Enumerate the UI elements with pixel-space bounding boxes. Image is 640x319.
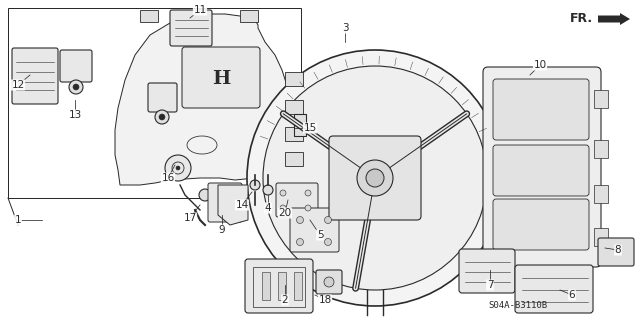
Circle shape (296, 239, 303, 246)
Circle shape (305, 190, 311, 196)
Text: S04A-B3110B: S04A-B3110B (488, 301, 547, 310)
Circle shape (250, 180, 260, 190)
Text: 18: 18 (318, 295, 332, 305)
FancyBboxPatch shape (493, 79, 589, 140)
Circle shape (324, 239, 332, 246)
FancyBboxPatch shape (483, 67, 601, 267)
Bar (8, 8, 301, 198)
FancyBboxPatch shape (60, 50, 92, 82)
Bar (594, 140, 608, 158)
Bar (262, 272, 270, 300)
Text: 17: 17 (184, 213, 196, 223)
FancyBboxPatch shape (170, 10, 212, 46)
Text: 6: 6 (569, 290, 575, 300)
Text: 2: 2 (282, 295, 288, 305)
Text: 11: 11 (193, 5, 207, 15)
Bar (285, 127, 303, 141)
FancyBboxPatch shape (329, 136, 421, 220)
Text: 14: 14 (236, 200, 248, 210)
Text: FR.: FR. (570, 11, 593, 25)
FancyBboxPatch shape (294, 114, 306, 136)
FancyBboxPatch shape (493, 199, 589, 250)
Text: 8: 8 (614, 245, 621, 255)
FancyBboxPatch shape (208, 183, 242, 222)
Polygon shape (218, 185, 248, 225)
Circle shape (324, 277, 334, 287)
Polygon shape (115, 14, 290, 185)
FancyBboxPatch shape (12, 48, 58, 104)
Bar (594, 228, 608, 246)
Text: 10: 10 (533, 60, 547, 70)
Circle shape (159, 114, 165, 120)
FancyBboxPatch shape (598, 238, 634, 266)
FancyBboxPatch shape (459, 249, 515, 293)
Circle shape (199, 189, 211, 201)
Circle shape (247, 50, 503, 306)
Circle shape (69, 80, 83, 94)
FancyArrow shape (598, 13, 630, 25)
FancyBboxPatch shape (148, 83, 177, 112)
Text: 15: 15 (303, 123, 317, 133)
Text: 7: 7 (486, 280, 493, 290)
FancyBboxPatch shape (182, 47, 260, 108)
Bar (285, 72, 303, 86)
Text: 13: 13 (68, 110, 82, 120)
Text: H: H (212, 70, 230, 88)
Circle shape (305, 205, 311, 211)
Bar (285, 100, 303, 114)
FancyBboxPatch shape (515, 265, 593, 313)
Circle shape (165, 155, 191, 181)
Circle shape (357, 160, 393, 196)
Bar (140, 10, 158, 22)
FancyBboxPatch shape (290, 208, 339, 252)
Text: 3: 3 (342, 23, 348, 33)
Text: 12: 12 (12, 80, 24, 90)
Bar (285, 152, 303, 166)
FancyBboxPatch shape (316, 270, 342, 294)
Circle shape (263, 185, 273, 195)
Text: 16: 16 (161, 173, 175, 183)
Circle shape (296, 217, 303, 224)
Text: 20: 20 (278, 208, 292, 218)
Circle shape (176, 166, 180, 170)
Text: 9: 9 (219, 225, 225, 235)
Text: 5: 5 (317, 230, 323, 240)
Circle shape (73, 84, 79, 90)
Circle shape (280, 205, 286, 211)
Circle shape (324, 217, 332, 224)
Bar (190, 10, 208, 22)
FancyBboxPatch shape (276, 183, 318, 217)
Bar (594, 90, 608, 108)
Bar (240, 10, 258, 22)
Bar (278, 272, 286, 300)
Bar (594, 185, 608, 203)
Text: 1: 1 (15, 215, 21, 225)
Text: 4: 4 (265, 203, 271, 213)
Circle shape (280, 190, 286, 196)
Circle shape (366, 169, 384, 187)
FancyBboxPatch shape (493, 145, 589, 196)
FancyBboxPatch shape (245, 259, 313, 313)
Bar (294, 272, 302, 300)
Circle shape (263, 66, 487, 290)
Circle shape (155, 110, 169, 124)
